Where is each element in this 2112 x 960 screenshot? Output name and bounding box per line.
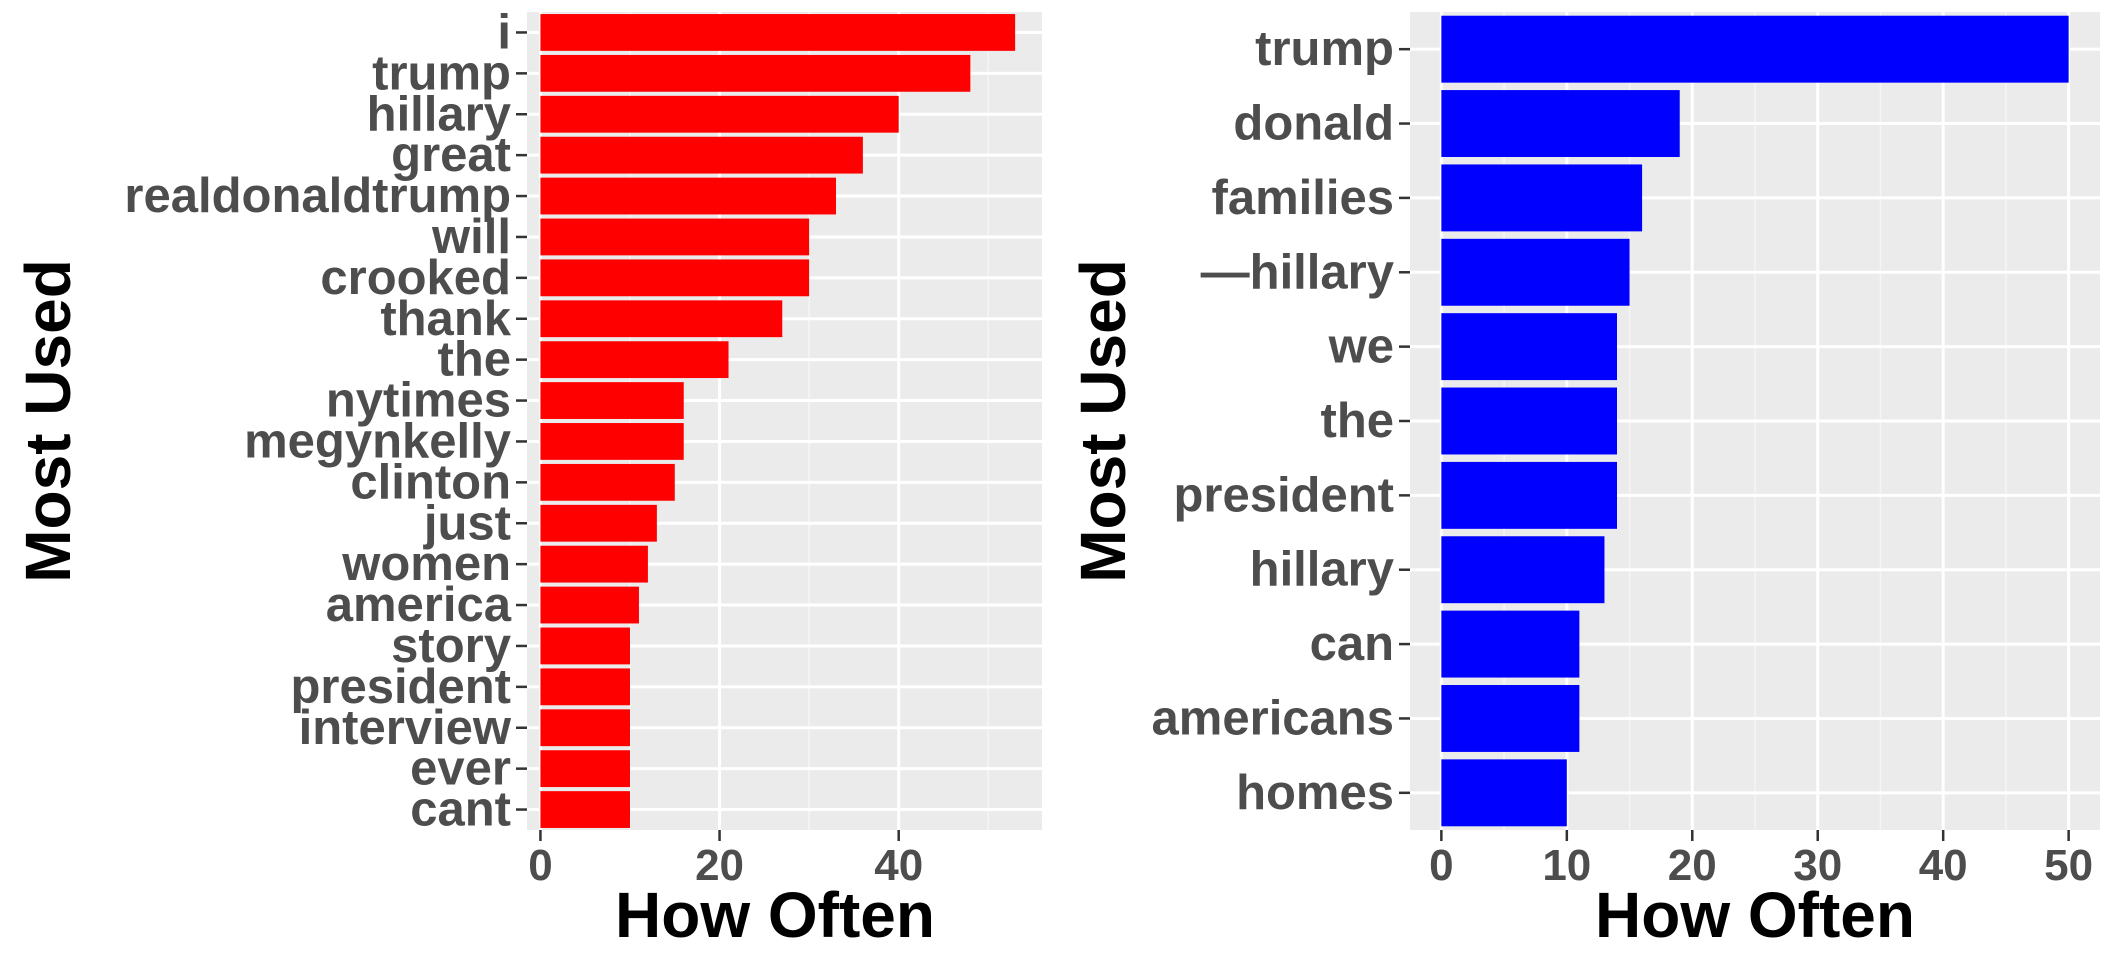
plot-background bbox=[527, 12, 1042, 830]
bar-donald bbox=[1441, 90, 1680, 158]
category-label: trump bbox=[1255, 22, 1394, 76]
category-label: president bbox=[290, 660, 511, 714]
bar-hillary bbox=[1441, 238, 1630, 306]
bar-will bbox=[540, 218, 810, 256]
bar-president bbox=[540, 668, 630, 706]
bar-i bbox=[540, 14, 1016, 51]
category-label: interview bbox=[299, 701, 512, 755]
category-label: women bbox=[341, 537, 511, 591]
bar-megynkelly bbox=[540, 423, 684, 460]
bar-americans bbox=[1441, 684, 1580, 752]
bar-can bbox=[1441, 610, 1580, 678]
bar-nytimes bbox=[540, 382, 684, 419]
chart-panel-1: itrumphillarygreatrealdonaldtrumpwillcro… bbox=[12, 5, 1042, 951]
category-label: just bbox=[423, 496, 511, 550]
bar-hillary bbox=[540, 95, 899, 133]
category-label: americans bbox=[1152, 691, 1394, 745]
bar-the bbox=[540, 341, 729, 379]
bar-crooked bbox=[540, 259, 810, 297]
bar-america bbox=[540, 586, 639, 624]
category-label: hillary bbox=[1250, 543, 1394, 597]
x-tick-label: 0 bbox=[1429, 841, 1453, 890]
bar-we bbox=[1441, 313, 1617, 381]
category-label: ever bbox=[410, 742, 511, 796]
x-axis-title: How Often bbox=[1595, 879, 1915, 951]
category-label: will bbox=[431, 210, 511, 264]
category-label: hillary bbox=[367, 87, 511, 141]
bar-women bbox=[540, 545, 648, 583]
bar-the bbox=[1441, 387, 1617, 455]
category-label: megynkelly bbox=[244, 414, 511, 468]
bar-thank bbox=[540, 300, 783, 338]
category-label: the bbox=[1321, 394, 1395, 448]
bar-interview bbox=[540, 709, 630, 747]
category-label: realdonaldtrump bbox=[124, 169, 511, 223]
bar-cant bbox=[540, 791, 630, 828]
bar-clinton bbox=[540, 463, 675, 501]
category-label: homes bbox=[1236, 766, 1394, 820]
bar-hillary bbox=[1441, 536, 1605, 604]
chart-panel-2: trump donald families —hillary we the presiden… bbox=[1067, 12, 2100, 951]
category-label: cant bbox=[410, 783, 511, 837]
x-tick-label: 40 bbox=[874, 841, 923, 890]
category-label: we bbox=[1328, 320, 1394, 374]
category-label: story bbox=[391, 619, 511, 673]
x-tick-label: 50 bbox=[2044, 841, 2093, 890]
bar-story bbox=[540, 627, 630, 665]
bar-trump bbox=[1441, 15, 2069, 83]
bar-president bbox=[1441, 461, 1617, 529]
category-label: the bbox=[438, 333, 512, 387]
category-label: president bbox=[1173, 468, 1394, 522]
category-label: clinton bbox=[350, 455, 511, 509]
category-label: —hillary bbox=[1201, 245, 1394, 299]
bar-trump bbox=[540, 54, 971, 92]
x-tick-label: 30 bbox=[1793, 841, 1842, 890]
category-label: can bbox=[1310, 617, 1394, 671]
bar-just bbox=[540, 504, 657, 542]
x-tick-label: 40 bbox=[1919, 841, 1968, 890]
category-label: donald bbox=[1233, 97, 1394, 151]
x-tick-label: 0 bbox=[528, 841, 552, 890]
bar-realdonaldtrump bbox=[540, 177, 836, 215]
bar-families bbox=[1441, 164, 1643, 232]
x-axis-title: How Often bbox=[615, 879, 935, 951]
category-label: nytimes bbox=[326, 374, 511, 428]
y-axis-title: Most Used bbox=[12, 259, 84, 583]
category-label: families bbox=[1212, 171, 1394, 225]
bar-ever bbox=[540, 750, 630, 788]
category-label: great bbox=[391, 128, 511, 182]
bar-homes bbox=[1441, 759, 1567, 827]
category-label: i bbox=[497, 5, 511, 59]
x-tick-label: 10 bbox=[1542, 841, 1591, 890]
category-label: trump bbox=[372, 46, 511, 100]
category-label: thank bbox=[380, 292, 511, 346]
x-tick-label: 20 bbox=[695, 841, 744, 890]
category-label: crooked bbox=[320, 251, 511, 305]
x-tick-label: 20 bbox=[1668, 841, 1717, 890]
category-label: america bbox=[326, 578, 512, 632]
bar-great bbox=[540, 136, 863, 174]
y-axis-title: Most Used bbox=[1067, 259, 1139, 583]
